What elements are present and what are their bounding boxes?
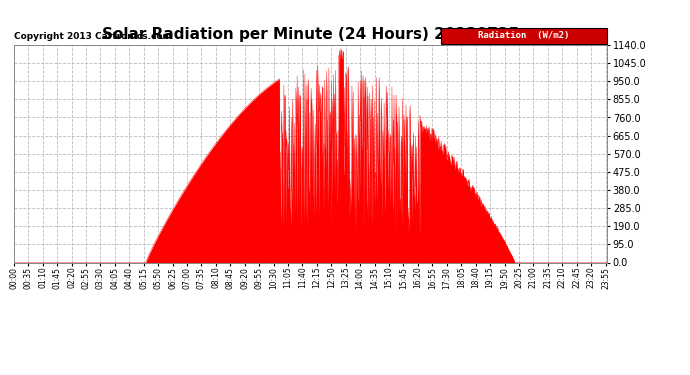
FancyBboxPatch shape xyxy=(441,28,607,44)
Title: Solar Radiation per Minute (24 Hours) 20130725: Solar Radiation per Minute (24 Hours) 20… xyxy=(102,27,519,42)
Text: Copyright 2013 Cartronics.com: Copyright 2013 Cartronics.com xyxy=(14,32,172,40)
Text: Radiation  (W/m2): Radiation (W/m2) xyxy=(478,31,570,40)
